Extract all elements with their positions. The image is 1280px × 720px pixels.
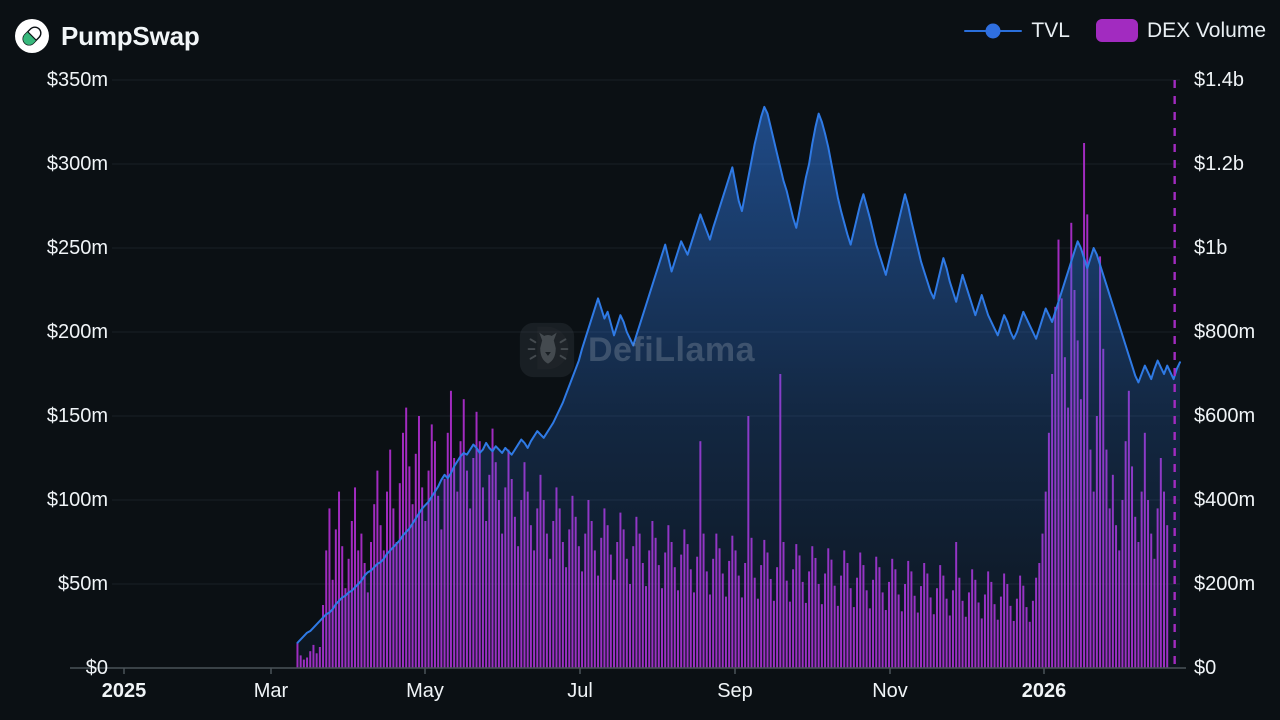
left-y-tick-label: $100m bbox=[46, 489, 108, 511]
y-axis-left: $0 $50m $100m $150m $200m $250m $300m $350m bbox=[0, 0, 120, 720]
chart-legend: TVL DEX Volume bbox=[964, 19, 1266, 42]
tvl-area-fill bbox=[297, 106, 1181, 668]
legend-label-dex-volume: DEX Volume bbox=[1146, 19, 1266, 42]
left-y-tick-label: $250m bbox=[46, 237, 108, 259]
right-y-tick-label: $800m bbox=[1194, 321, 1256, 343]
tvl-line-marker-icon bbox=[964, 23, 1023, 38]
x-tick-label: May bbox=[406, 680, 444, 702]
left-y-tick-label: $300m bbox=[46, 153, 108, 175]
chart-header: PumpSwap TVL DEX Volume bbox=[0, 0, 1280, 74]
left-y-tick-label: $150m bbox=[46, 405, 108, 427]
right-y-tick-label: $400m bbox=[1194, 489, 1256, 511]
x-tick-label: 2026 bbox=[1021, 680, 1067, 702]
pumpswap-pill-logo-icon bbox=[15, 19, 49, 53]
left-y-tick-label: $50m bbox=[57, 573, 108, 595]
tvl-line bbox=[296, 105, 1181, 644]
left-y-tick-label: $0 bbox=[85, 657, 108, 679]
x-tick-label: Nov bbox=[872, 680, 908, 702]
protocol-brand: PumpSwap bbox=[14, 18, 200, 54]
right-y-tick-label: $1b bbox=[1194, 237, 1228, 259]
legend-label-tvl: TVL bbox=[1031, 19, 1070, 42]
x-tick-label: Sep bbox=[717, 680, 753, 702]
page-title: PumpSwap bbox=[61, 21, 200, 51]
right-y-tick-label: $600m bbox=[1194, 405, 1256, 427]
x-tick-label: 2025 bbox=[101, 680, 147, 702]
legend-item-tvl[interactable]: TVL bbox=[964, 20, 1070, 41]
x-tick-label: Mar bbox=[253, 680, 289, 702]
right-y-tick-label: $1.2b bbox=[1194, 153, 1245, 175]
left-y-tick-label: $200m bbox=[46, 321, 108, 343]
chart-axis-lines bbox=[70, 667, 1186, 674]
left-y-tick-label: $350m bbox=[46, 69, 108, 91]
x-tick-label: Jul bbox=[567, 680, 593, 702]
right-y-tick-label: $200m bbox=[1194, 573, 1256, 595]
right-y-tick-label: $1.4b bbox=[1194, 69, 1245, 91]
right-y-tick-label: $0 bbox=[1194, 657, 1217, 679]
y-axis-right: $0 $200m $400m $600m $800m $1b $1.2b $1.4b bbox=[1186, 0, 1280, 720]
dex-volume-swatch-icon bbox=[1095, 19, 1138, 42]
legend-item-dex-volume[interactable]: DEX Volume bbox=[1095, 19, 1266, 42]
